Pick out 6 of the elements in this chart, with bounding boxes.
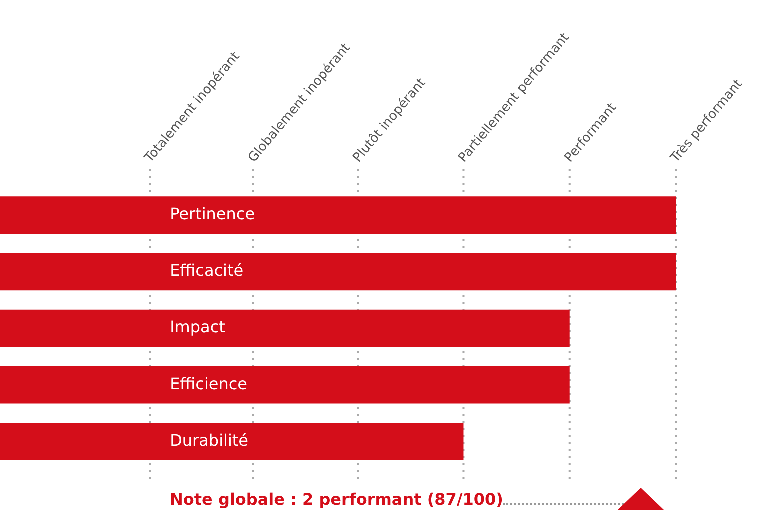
y-tick-label: Efficacité [170,261,244,280]
y-tick-label: Efficience [170,374,248,394]
y-tick-label: Durabilité [170,430,249,450]
y-tick-label: Impact [170,318,226,337]
y-tick-label: Pertinence [170,204,256,224]
text: Note globale : 2 performant (87/100) [170,490,504,509]
